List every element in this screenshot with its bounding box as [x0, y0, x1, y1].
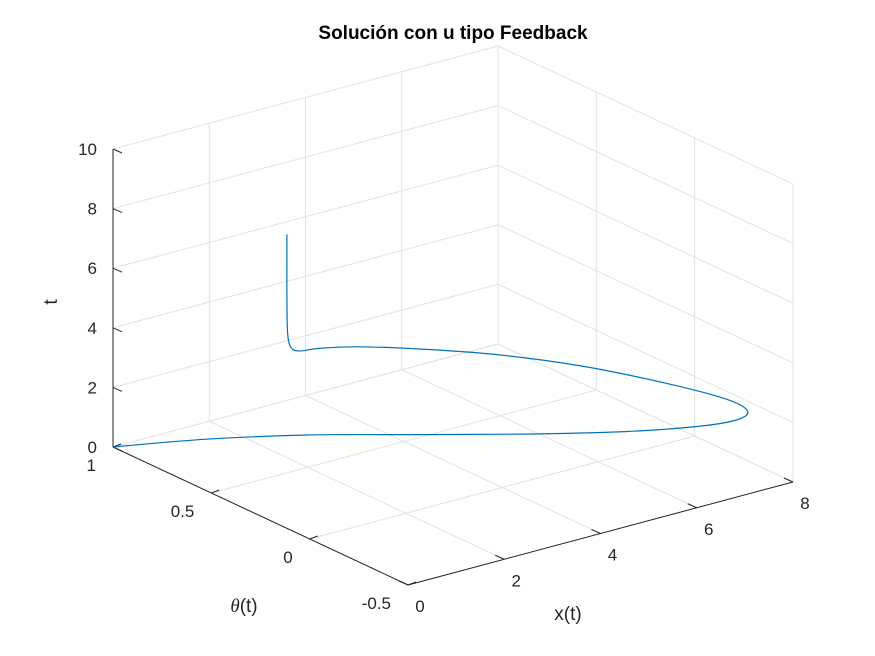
z-grid-wall-theta: [112, 283, 499, 388]
z-grid-wall-theta: [112, 164, 499, 269]
x-axis-label: x(t): [554, 604, 581, 625]
series-line-0: [112, 234, 749, 448]
z-tick-label: 0: [88, 438, 97, 457]
z-tick-mark: [112, 386, 123, 392]
z-grid-wall-x: [497, 164, 794, 304]
z-grid-wall-theta: [112, 343, 499, 448]
axes: [112, 148, 794, 586]
z-tick-mark: [112, 327, 123, 333]
x-tick-mark: [783, 477, 794, 483]
z-axis-label: t: [41, 299, 62, 305]
z-grid-wall-theta: [112, 224, 499, 329]
z-grid-wall-x: [497, 105, 794, 245]
z-tick-mark: [112, 208, 123, 214]
y-grid-floor: [309, 435, 695, 540]
z-tick-mark: [112, 267, 123, 273]
y-tick-mark: [309, 535, 318, 540]
y-axis-label: θ(t): [230, 596, 257, 617]
z-grid-wall-x: [497, 283, 794, 423]
x-tick-label: 8: [800, 494, 809, 513]
grid-lines: [112, 45, 794, 586]
data-series: [112, 234, 749, 448]
x-tick-mark: [398, 580, 409, 586]
z-tick-mark: [112, 446, 123, 452]
y-axis-label-suffix: (t): [240, 596, 258, 617]
y-tick-mark: [407, 581, 417, 586]
y-grid-floor: [211, 389, 597, 494]
y-tick-label: 0.5: [171, 502, 195, 521]
x-tick-label: 2: [512, 571, 521, 590]
x-tick-label: 4: [608, 546, 617, 565]
x-tick-mark: [495, 554, 505, 560]
x-tick-label: 6: [704, 520, 713, 539]
y-axis-label-symbol: θ: [230, 596, 239, 617]
z-tick-mark: [112, 148, 123, 154]
x-grid-floor: [209, 420, 505, 560]
z-grid-wall-theta: [112, 45, 499, 150]
y-tick-label: 0: [283, 548, 292, 567]
z-tick-label: 8: [88, 200, 97, 219]
x-tick-mark: [591, 529, 601, 534]
x-tick-label: 0: [415, 597, 424, 616]
y-tick-label: 1: [87, 456, 96, 475]
y-axis-line: [112, 446, 409, 586]
z-grid-wall-x: [497, 343, 794, 483]
x-grid-floor: [305, 395, 601, 534]
z-tick-label: 10: [78, 140, 97, 159]
chart-title: Solución con u tipo Feedback: [318, 23, 588, 44]
z-grid-wall-x: [497, 45, 794, 185]
z-grid-wall-x: [497, 224, 794, 364]
x-grid-floor: [401, 369, 697, 509]
y-tick-label: -0.5: [362, 594, 391, 613]
y-tick-mark: [211, 489, 220, 494]
x-tick-mark: [687, 503, 697, 509]
z-tick-label: 4: [88, 319, 97, 338]
z-tick-label: 2: [88, 378, 97, 397]
z-tick-label: 6: [88, 259, 97, 278]
z-grid-wall-theta: [112, 105, 499, 210]
